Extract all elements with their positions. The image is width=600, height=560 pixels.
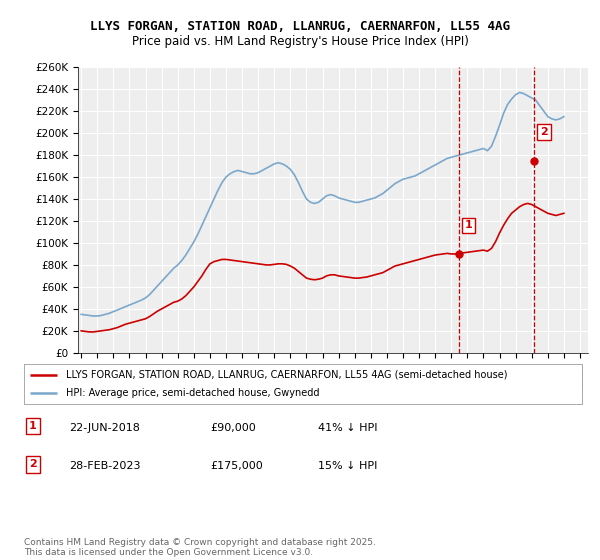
Text: 1: 1 [29, 421, 37, 431]
Text: 1: 1 [464, 221, 472, 230]
Text: 2: 2 [29, 459, 37, 469]
Text: LLYS FORGAN, STATION ROAD, LLANRUG, CAERNARFON, LL55 4AG: LLYS FORGAN, STATION ROAD, LLANRUG, CAER… [90, 20, 510, 32]
Text: HPI: Average price, semi-detached house, Gwynedd: HPI: Average price, semi-detached house,… [66, 389, 319, 398]
Text: 15% ↓ HPI: 15% ↓ HPI [318, 461, 377, 472]
Text: LLYS FORGAN, STATION ROAD, LLANRUG, CAERNARFON, LL55 4AG (semi-detached house): LLYS FORGAN, STATION ROAD, LLANRUG, CAER… [66, 370, 508, 380]
Text: 2: 2 [540, 127, 548, 137]
Text: 28-FEB-2023: 28-FEB-2023 [69, 461, 140, 472]
Text: £90,000: £90,000 [210, 423, 256, 433]
Text: Price paid vs. HM Land Registry's House Price Index (HPI): Price paid vs. HM Land Registry's House … [131, 35, 469, 48]
Text: £175,000: £175,000 [210, 461, 263, 472]
Text: 41% ↓ HPI: 41% ↓ HPI [318, 423, 377, 433]
Text: 22-JUN-2018: 22-JUN-2018 [69, 423, 140, 433]
Text: Contains HM Land Registry data © Crown copyright and database right 2025.
This d: Contains HM Land Registry data © Crown c… [24, 538, 376, 557]
